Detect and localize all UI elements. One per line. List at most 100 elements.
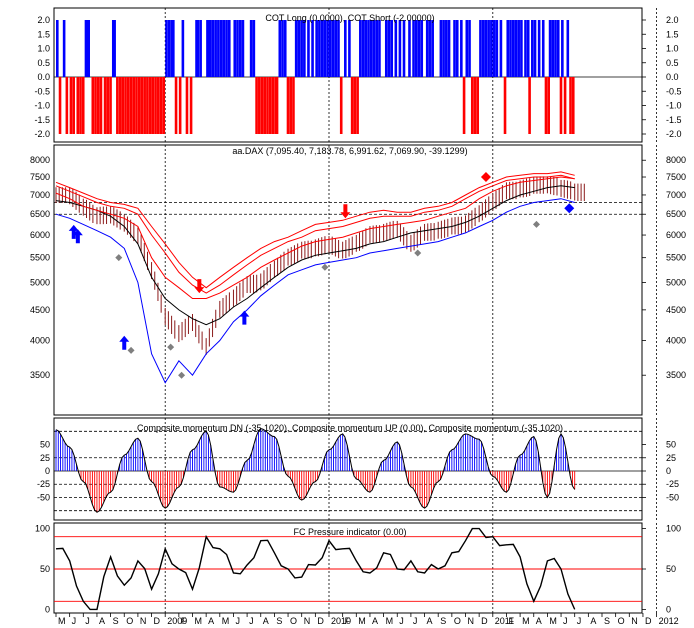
cot-long-bar [196, 20, 200, 77]
x-tick-label: O [618, 616, 625, 626]
cot-ytick-right: 2.0 [666, 15, 679, 25]
cot-long-bar [320, 20, 324, 77]
cot-long-bar [227, 20, 231, 77]
price-ytick-right: 7000 [666, 190, 686, 200]
x-tick-label: M [549, 616, 557, 626]
cot-short-bar [94, 77, 97, 134]
cot-short-bar [129, 77, 133, 134]
cot-long-bar [214, 20, 217, 77]
cot-short-bar [154, 77, 157, 134]
cot-long-bar [252, 20, 256, 77]
cot-ytick-left: -1.5 [34, 115, 50, 125]
pressure-panel-title: FC Pressure indicator (0.00) [293, 527, 406, 537]
cot-long-bar [390, 20, 394, 77]
cot-long-bar [387, 20, 391, 77]
x-tick-label: O [126, 616, 133, 626]
cot-long-bar [548, 20, 552, 77]
cot-short-bar [148, 77, 152, 134]
x-tick-label: S [440, 616, 446, 626]
diamond-marker [480, 172, 491, 183]
cot-long-bar [236, 20, 239, 77]
cot-long-bar [561, 20, 564, 77]
cot-long-bar [367, 20, 370, 77]
cot-long-bar [311, 20, 314, 77]
momentum-ytick-left: 25 [40, 453, 50, 463]
cot-long-bar [344, 20, 347, 77]
x-tick-label: D [317, 616, 324, 626]
price-ytick-right: 5000 [666, 277, 686, 287]
x-tick-label: M [522, 616, 530, 626]
cot-short-bar [65, 77, 69, 134]
pressure-ytick-left: 100 [35, 524, 50, 534]
pressure-panel-frame [53, 522, 643, 614]
cot-long-bar [294, 20, 298, 77]
x-tick-label: J [399, 616, 404, 626]
cot-long-bar [56, 20, 59, 77]
cot-long-bar [487, 20, 490, 77]
cot-long-bar [492, 20, 496, 77]
cot-ytick-left: -1.0 [34, 101, 50, 111]
cot-short-bar [289, 77, 293, 134]
price-ytick-right: 6500 [666, 209, 686, 219]
cot-short-bar [563, 77, 567, 134]
cot-long-bar [514, 20, 518, 77]
price-ytick-right: 5500 [666, 253, 686, 263]
moving-average-line [55, 185, 575, 326]
cot-ytick-right: -1.5 [666, 115, 682, 125]
cot-long-bar [361, 20, 365, 77]
cot-long-bar [402, 20, 406, 77]
cot-short-bar [106, 77, 110, 134]
cot-short-bar [266, 77, 269, 134]
upper-envelope-line [55, 171, 575, 289]
cot-long-bar [172, 20, 175, 77]
cot-long-bar [394, 20, 398, 77]
cot-long-bar [211, 20, 215, 77]
cot-long-bar [300, 20, 303, 77]
cot-ytick-right: -1.0 [666, 101, 682, 111]
momentum-line [55, 428, 576, 513]
cot-long-bar [241, 20, 245, 77]
cot-long-bar [533, 20, 537, 77]
cot-long-bar [517, 20, 520, 77]
diamond-marker [167, 343, 175, 351]
x-tick-label: D [481, 616, 488, 626]
cot-long-bar [206, 20, 209, 77]
pressure-line [55, 527, 576, 611]
cot-short-bar [271, 77, 275, 134]
cot-long-bar [331, 20, 335, 77]
cot-long-bar [484, 20, 488, 77]
cot-short-bar [356, 77, 359, 134]
cot-short-bar [571, 77, 575, 134]
cot-long-bar [323, 20, 327, 77]
x-tick-label: M [58, 616, 66, 626]
pressure-ytick-left: 0 [45, 604, 50, 614]
cot-long-bar [465, 20, 469, 77]
pressure-ytick-right: 100 [666, 524, 681, 534]
cot-long-bar [378, 20, 381, 77]
price-panel-title: aa.DAX (7,095.40, 7,183.78, 6,991.62, 7,… [232, 146, 467, 156]
cot-long-bar [468, 20, 471, 77]
cot-short-bar [132, 77, 136, 134]
x-tick-label: N [140, 616, 147, 626]
x-tick-label: A [99, 616, 105, 626]
cot-long-bar [372, 20, 376, 77]
cot-long-bar [537, 20, 541, 77]
momentum-ytick-right: -25 [666, 479, 679, 489]
cot-short-bar [151, 77, 155, 134]
cot-ytick-left: 1.0 [37, 44, 50, 54]
cot-long-bar [526, 20, 530, 77]
cot-long-bar [225, 20, 228, 77]
cot-long-bar [445, 20, 448, 77]
momentum-ytick-right: 0 [666, 466, 671, 476]
cot-short-bar [140, 77, 144, 134]
price-ytick-left: 5500 [30, 253, 50, 263]
x-tick-label: J [413, 616, 418, 626]
cot-long-bar [238, 20, 242, 77]
cot-short-bar [350, 77, 354, 134]
x-tick-label: J [563, 616, 568, 626]
cot-long-bar [481, 20, 485, 77]
x-tick-label: S [113, 616, 119, 626]
price-ytick-left: 7500 [30, 172, 50, 182]
cot-ytick-right: 1.0 [666, 44, 679, 54]
price-ytick-left: 8000 [30, 155, 50, 165]
